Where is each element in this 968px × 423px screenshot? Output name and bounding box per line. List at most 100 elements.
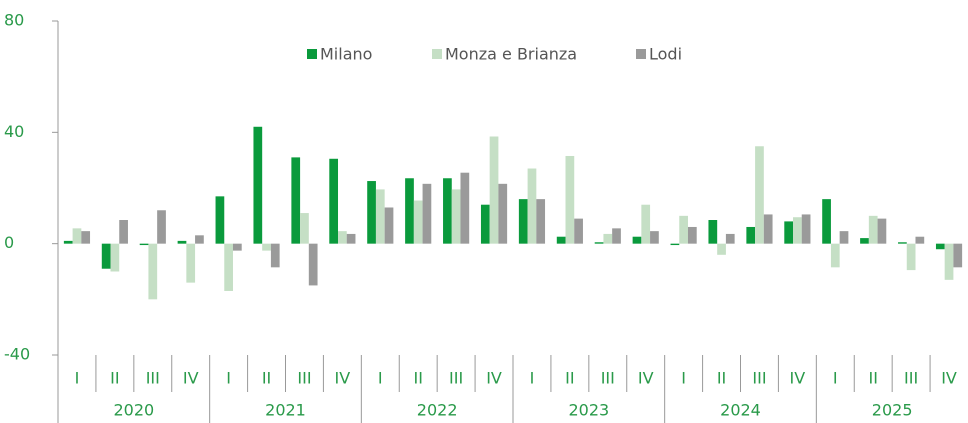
bar	[860, 238, 869, 244]
bar	[556, 236, 566, 244]
year-label: 2025	[872, 401, 913, 420]
bar	[527, 168, 537, 244]
bar	[63, 240, 73, 244]
bar	[384, 207, 394, 244]
bar	[81, 231, 91, 244]
bar	[489, 136, 499, 244]
x-tick-label: II	[262, 369, 271, 388]
bar	[110, 243, 120, 272]
bar	[763, 214, 773, 244]
x-tick-label: II	[868, 369, 877, 388]
bar	[574, 218, 583, 244]
x-tick-label: IV	[486, 369, 502, 388]
x-tick-label: I	[378, 369, 383, 388]
bar	[375, 189, 385, 244]
x-tick-label: IV	[183, 369, 199, 388]
legend-swatch	[636, 49, 646, 59]
x-tick-label: IV	[941, 369, 957, 388]
x-tick-label: II	[565, 369, 574, 388]
bar	[262, 243, 271, 251]
bar	[413, 200, 423, 244]
x-tick-label: III	[297, 369, 311, 388]
legend: Milano Monza e Brianza Lodi	[307, 45, 682, 64]
bar	[405, 178, 414, 244]
bar	[915, 236, 925, 244]
bar	[725, 233, 735, 244]
bar	[367, 181, 376, 244]
bar	[300, 213, 309, 244]
y-tick-label: -40	[4, 345, 30, 364]
bar	[270, 243, 280, 268]
bar	[641, 204, 651, 244]
bar	[944, 243, 954, 280]
y-tick-label: 0	[4, 233, 14, 252]
bar	[422, 183, 432, 244]
x-tick-label: III	[449, 369, 463, 388]
bar	[784, 221, 794, 244]
bar	[480, 204, 490, 244]
x-tick-label: I	[75, 369, 80, 388]
x-tick-label: III	[752, 369, 766, 388]
year-label: 2023	[568, 401, 609, 420]
bar	[443, 178, 452, 244]
bar	[603, 233, 613, 244]
bar	[101, 243, 111, 269]
bar	[632, 236, 642, 244]
bar	[755, 146, 764, 244]
bar	[329, 158, 339, 244]
bar	[801, 214, 811, 244]
bar	[594, 242, 604, 244]
bar	[224, 243, 233, 291]
bar	[898, 242, 907, 244]
bar	[177, 240, 187, 244]
bar	[708, 220, 718, 244]
x-tick-label: III	[601, 369, 615, 388]
bar	[746, 226, 756, 244]
bar	[139, 243, 149, 246]
bar	[670, 243, 680, 246]
bar	[793, 217, 802, 244]
x-tick-label: I	[681, 369, 686, 388]
bar	[650, 231, 659, 244]
bar	[906, 243, 916, 271]
bar	[451, 189, 461, 244]
bar	[612, 228, 621, 244]
x-tick-label: II	[413, 369, 422, 388]
bar	[291, 157, 301, 244]
bar	[679, 215, 688, 244]
year-label: 2020	[113, 401, 154, 420]
x-tick-label: IV	[790, 369, 806, 388]
bar	[839, 231, 849, 244]
bar	[536, 199, 546, 244]
x-tick-label: I	[833, 369, 838, 388]
legend-label: Milano	[320, 45, 372, 64]
x-tick-label: III	[146, 369, 160, 388]
bar	[186, 243, 196, 283]
bar	[308, 243, 318, 286]
bar	[346, 233, 356, 244]
bar	[157, 210, 166, 244]
bar	[215, 196, 225, 244]
x-tick-label: I	[530, 369, 535, 388]
x-tick-label: II	[110, 369, 119, 388]
bar	[953, 243, 963, 268]
bar	[935, 243, 945, 250]
bar	[498, 183, 508, 244]
bar	[830, 243, 840, 268]
legend-swatch	[307, 49, 317, 59]
x-tick-label: III	[904, 369, 918, 388]
bar	[687, 226, 697, 244]
bar	[338, 231, 347, 244]
bar	[868, 215, 878, 244]
bar	[460, 172, 470, 244]
legend-swatch	[432, 49, 442, 59]
bar	[148, 243, 158, 300]
bar	[518, 199, 528, 244]
bar	[72, 228, 82, 244]
y-tick-label: 80	[4, 11, 24, 30]
y-tick-label: 40	[4, 122, 24, 141]
legend-label: Lodi	[649, 45, 682, 64]
x-tick-label: IV	[335, 369, 351, 388]
bar	[877, 218, 887, 244]
